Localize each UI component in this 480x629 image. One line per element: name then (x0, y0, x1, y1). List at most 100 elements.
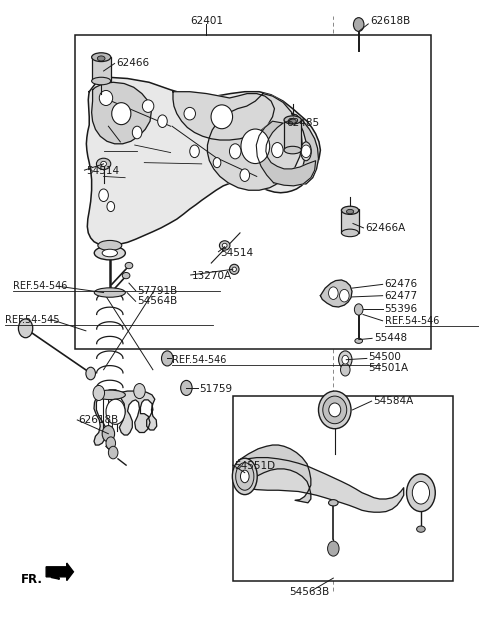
Circle shape (327, 541, 339, 556)
Circle shape (18, 319, 33, 338)
Ellipse shape (99, 189, 108, 201)
Circle shape (86, 367, 96, 380)
Ellipse shape (94, 288, 125, 298)
Ellipse shape (301, 142, 312, 161)
Ellipse shape (329, 403, 341, 417)
Text: 54563B: 54563B (289, 587, 330, 597)
Circle shape (412, 481, 430, 504)
Ellipse shape (122, 272, 130, 279)
Text: 62466: 62466 (117, 58, 150, 69)
Ellipse shape (417, 526, 425, 532)
Ellipse shape (97, 56, 105, 61)
Ellipse shape (232, 458, 257, 494)
Circle shape (407, 474, 435, 511)
Ellipse shape (190, 145, 199, 158)
Text: 54514: 54514 (86, 167, 119, 176)
Ellipse shape (213, 158, 221, 168)
Ellipse shape (99, 91, 113, 106)
Ellipse shape (132, 126, 142, 139)
Text: 54551D: 54551D (234, 462, 276, 471)
Ellipse shape (92, 77, 111, 85)
Ellipse shape (211, 105, 233, 129)
Ellipse shape (341, 229, 359, 237)
Ellipse shape (157, 115, 167, 128)
Ellipse shape (92, 53, 111, 62)
Ellipse shape (94, 390, 125, 399)
Text: 54514: 54514 (220, 248, 253, 258)
Ellipse shape (240, 169, 250, 181)
Circle shape (106, 399, 125, 425)
Circle shape (93, 386, 105, 401)
Ellipse shape (102, 249, 118, 257)
Text: 57791B: 57791B (137, 286, 177, 296)
Text: 62485: 62485 (287, 118, 320, 128)
Circle shape (161, 351, 173, 366)
Text: 62401: 62401 (190, 16, 223, 26)
Text: 62466A: 62466A (365, 223, 406, 233)
Ellipse shape (355, 338, 362, 343)
Polygon shape (239, 457, 404, 512)
Bar (92, 57, 111, 81)
Text: REF.54-546: REF.54-546 (172, 355, 227, 365)
Ellipse shape (229, 264, 239, 274)
Ellipse shape (222, 243, 227, 248)
Ellipse shape (241, 129, 270, 164)
Polygon shape (207, 94, 302, 190)
Ellipse shape (94, 246, 125, 260)
Ellipse shape (232, 267, 237, 272)
Text: 54501A: 54501A (368, 363, 408, 373)
Circle shape (342, 355, 348, 364)
Bar (341, 209, 359, 233)
Text: 13270A: 13270A (192, 270, 232, 281)
Ellipse shape (184, 108, 195, 120)
Bar (233, 396, 453, 581)
Circle shape (102, 426, 115, 442)
Circle shape (339, 289, 349, 302)
Polygon shape (46, 563, 73, 581)
Polygon shape (92, 82, 152, 144)
Text: REF.54-545: REF.54-545 (5, 314, 60, 325)
Text: 62477: 62477 (384, 291, 418, 301)
Ellipse shape (98, 240, 122, 250)
Ellipse shape (323, 396, 347, 424)
Polygon shape (94, 390, 157, 445)
Text: 55396: 55396 (384, 304, 418, 314)
Circle shape (340, 364, 350, 376)
Text: 62618B: 62618B (78, 415, 119, 425)
Circle shape (134, 384, 145, 399)
Ellipse shape (125, 262, 133, 269)
Bar (75, 35, 432, 349)
Polygon shape (292, 114, 319, 184)
Text: 54564B: 54564B (137, 296, 177, 306)
Ellipse shape (319, 391, 351, 429)
Text: REF.54-546: REF.54-546 (384, 316, 439, 326)
Ellipse shape (240, 470, 249, 482)
Ellipse shape (347, 209, 354, 214)
Circle shape (180, 381, 192, 396)
Ellipse shape (219, 241, 230, 250)
Circle shape (106, 437, 116, 450)
Text: 51759: 51759 (199, 384, 232, 394)
Ellipse shape (101, 162, 107, 167)
Ellipse shape (107, 201, 115, 211)
Circle shape (301, 145, 311, 158)
Text: 62476: 62476 (384, 279, 418, 289)
Ellipse shape (272, 143, 283, 158)
Ellipse shape (284, 116, 301, 124)
Polygon shape (173, 92, 275, 140)
Text: 62618B: 62618B (371, 16, 411, 26)
Polygon shape (239, 445, 311, 503)
Text: 55448: 55448 (374, 333, 407, 343)
Ellipse shape (112, 103, 131, 125)
Text: 54584A: 54584A (373, 396, 413, 406)
Text: 54500: 54500 (368, 352, 401, 362)
Ellipse shape (341, 206, 359, 214)
Circle shape (338, 351, 352, 369)
Ellipse shape (289, 119, 296, 123)
Circle shape (328, 287, 338, 299)
Circle shape (108, 447, 118, 459)
Ellipse shape (229, 144, 241, 159)
Polygon shape (256, 121, 316, 186)
Circle shape (353, 18, 364, 31)
Polygon shape (321, 280, 352, 307)
